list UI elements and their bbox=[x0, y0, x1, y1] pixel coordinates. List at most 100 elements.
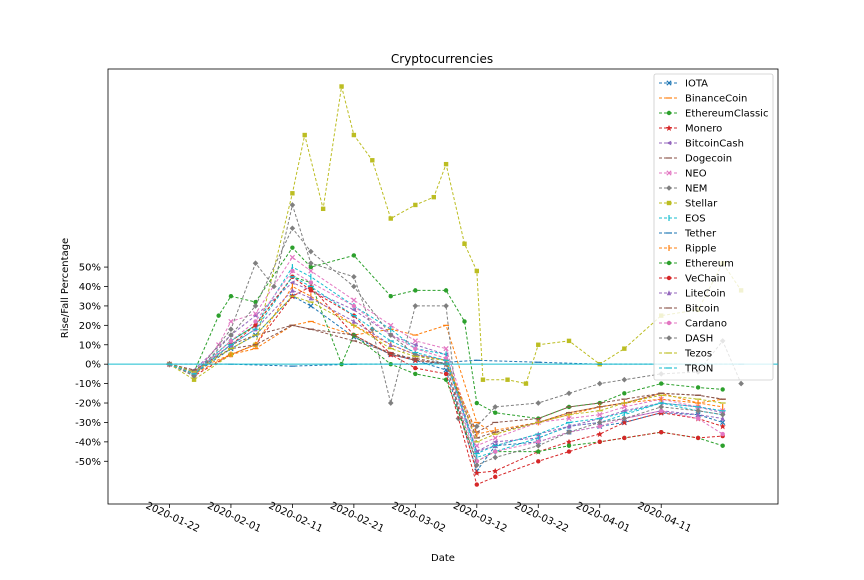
data-point-stellar bbox=[302, 132, 307, 138]
data-point-ethereumclassic bbox=[659, 381, 664, 386]
data-point-neo bbox=[388, 322, 394, 328]
legend-label: LiteCoin bbox=[685, 289, 726, 300]
data-point-ethereum bbox=[566, 443, 572, 448]
data-point-litecoin bbox=[308, 295, 314, 301]
data-point-neo bbox=[252, 311, 259, 317]
legend-marker bbox=[666, 185, 672, 191]
legend-label: Dogecoin bbox=[685, 154, 732, 165]
data-point-stellar bbox=[505, 377, 510, 382]
data-point-neo bbox=[443, 346, 449, 352]
data-point-stellar bbox=[480, 377, 486, 382]
legend-item-stellar: Stellar bbox=[659, 199, 718, 210]
data-point-vechain bbox=[308, 288, 314, 293]
series-line-ethereumclassic bbox=[169, 246, 723, 420]
legend-item-litecoin: LiteCoin bbox=[659, 289, 726, 300]
data-point-dash bbox=[621, 415, 628, 422]
legend-item-tezos: Tezos bbox=[659, 349, 712, 360]
legend-label: BitcoinCash bbox=[685, 139, 744, 150]
data-point-litecoin bbox=[695, 411, 701, 417]
legend-label: BinanceCoin bbox=[685, 94, 747, 105]
data-point-stellar bbox=[443, 161, 449, 167]
y-tick-label: -50% bbox=[75, 457, 101, 468]
data-point-dash bbox=[719, 411, 726, 418]
data-point-dash bbox=[695, 407, 701, 414]
data-point-stellar bbox=[474, 268, 480, 274]
y-tick-label: -40% bbox=[75, 437, 101, 448]
data-point-ethereumclassic bbox=[720, 387, 725, 392]
data-point-neo bbox=[492, 435, 498, 441]
y-tick-label: -30% bbox=[75, 418, 101, 429]
data-point-stellar bbox=[370, 158, 375, 163]
y-axis-label: Rise/Fall Percentage bbox=[60, 238, 71, 338]
series-line-neo bbox=[169, 256, 723, 447]
legend-label: Tezos bbox=[684, 349, 712, 360]
legend-box bbox=[653, 73, 774, 381]
data-point-stellar bbox=[388, 216, 393, 221]
data-point-monero bbox=[492, 467, 499, 474]
data-point-bitcoincash bbox=[412, 342, 418, 347]
series-lines bbox=[166, 84, 745, 487]
series-neo bbox=[166, 254, 726, 449]
series-line-nem bbox=[169, 203, 742, 427]
y-tick-label: 30% bbox=[79, 301, 101, 312]
legend-label: Bitcoin bbox=[685, 304, 719, 315]
data-point-cardano bbox=[290, 268, 295, 274]
data-point-neo bbox=[412, 338, 418, 344]
data-point-ethereumclassic bbox=[253, 299, 258, 305]
data-point-nem bbox=[228, 326, 234, 333]
data-point-nem bbox=[271, 283, 277, 290]
data-point-cardano bbox=[695, 416, 701, 421]
data-point-neo bbox=[289, 254, 296, 260]
legend-label: Stellar bbox=[685, 199, 718, 210]
data-point-bitcoincash bbox=[621, 408, 627, 413]
data-point-stellar bbox=[320, 206, 326, 212]
data-point-stellar bbox=[191, 377, 197, 382]
data-point-vechain bbox=[443, 371, 449, 377]
data-point-stellar bbox=[413, 202, 418, 208]
data-point-vechain bbox=[413, 365, 418, 371]
data-point-ethereumclassic bbox=[290, 245, 295, 250]
data-point-neo bbox=[228, 318, 234, 325]
data-point-dash bbox=[252, 303, 259, 309]
legend-item-dogecoin: Dogecoin bbox=[659, 154, 732, 165]
data-point-neo bbox=[351, 297, 357, 303]
legend-item-binancecoin: BinanceCoin bbox=[659, 94, 747, 105]
legend-item-iota: IOTA bbox=[659, 79, 708, 90]
data-point-stellar bbox=[290, 191, 295, 196]
y-tick-label: -10% bbox=[75, 379, 101, 390]
data-point-ethereumclassic bbox=[474, 400, 480, 406]
legend-item-monero: Monero bbox=[659, 124, 722, 135]
data-point-ethereumclassic bbox=[216, 313, 221, 318]
tick-marks bbox=[104, 266, 662, 508]
data-point-vechain bbox=[493, 474, 498, 480]
y-tick-label: 50% bbox=[79, 263, 101, 274]
data-point-litecoin bbox=[351, 318, 357, 324]
data-point-vechain bbox=[566, 449, 572, 454]
legend-marker bbox=[666, 290, 672, 296]
legend-marker bbox=[666, 110, 672, 116]
legend-item-ripple: Ripple bbox=[659, 244, 716, 255]
data-point-stellar bbox=[462, 241, 467, 246]
legend-marker bbox=[666, 335, 672, 341]
data-point-nem bbox=[492, 404, 499, 410]
legend-item-ethereum: Ethereum bbox=[659, 259, 734, 270]
data-point-ethereum bbox=[413, 371, 418, 377]
data-point-cardano bbox=[720, 431, 725, 437]
data-point-ethereumclassic bbox=[493, 410, 498, 415]
data-point-vechain bbox=[597, 439, 602, 445]
data-point-cardano bbox=[493, 449, 498, 454]
data-point-dash bbox=[308, 248, 314, 255]
legend-label: Tether bbox=[684, 229, 717, 240]
y-tick-label: 20% bbox=[79, 321, 101, 332]
y-tick-label: 0% bbox=[85, 360, 101, 371]
data-point-nem bbox=[596, 380, 603, 387]
data-point-cardano bbox=[351, 303, 357, 309]
data-point-vechain bbox=[695, 435, 701, 441]
chart-title: Cryptocurrencies bbox=[391, 52, 493, 66]
legend-item-bitcoincash: BitcoinCash bbox=[659, 139, 744, 150]
data-point-litecoin bbox=[720, 415, 725, 421]
data-point-cardano bbox=[308, 280, 314, 285]
legend-marker bbox=[666, 320, 672, 326]
data-point-neo bbox=[597, 412, 603, 418]
data-point-nem bbox=[738, 380, 744, 387]
